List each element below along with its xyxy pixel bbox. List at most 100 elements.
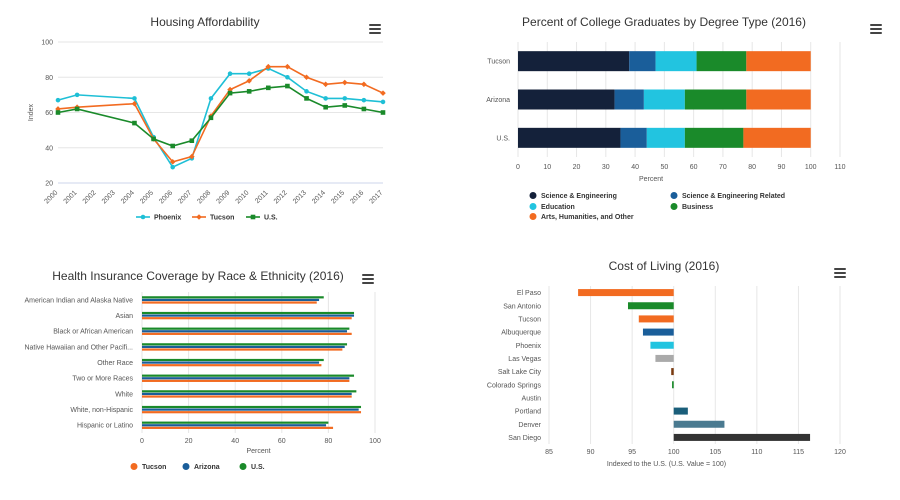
x-tick-label: 2017: [368, 189, 384, 205]
bar: [142, 424, 327, 427]
data-point: [361, 81, 367, 88]
bar: [142, 343, 348, 346]
bar: [142, 311, 355, 315]
bar: [650, 341, 674, 349]
bar: [673, 420, 725, 428]
chart-title: Health Insurance Coverage by Race & Ethn…: [52, 269, 344, 283]
data-point: [322, 81, 329, 88]
x-tick-label: 2007: [177, 189, 193, 205]
x-tick-label: 100: [668, 449, 680, 456]
y-tick-label: White, non-Hispanic: [70, 407, 133, 414]
data-point: [303, 74, 310, 81]
data-point: [380, 99, 386, 105]
series-line-tucson: [57, 65, 384, 163]
data-point: [380, 110, 386, 115]
bar: [142, 348, 343, 351]
chart-menu-icon[interactable]: [362, 274, 374, 284]
x-tick-label: 100: [369, 438, 381, 445]
y-tick-label: 100: [41, 40, 53, 47]
legend-marker: [239, 463, 247, 470]
y-tick-label: Phoenix: [516, 343, 542, 350]
y-tick-label: 80: [45, 75, 53, 82]
data-point: [265, 63, 272, 70]
bar: [673, 433, 811, 441]
y-tick-label: Native Hawaiian and Other Pacifi...: [24, 344, 133, 351]
legend-label: Education: [541, 204, 575, 211]
bar-segment: [746, 51, 811, 72]
x-tick-label: 2006: [158, 189, 174, 205]
bar: [142, 314, 355, 317]
x-tick-label: 105: [709, 449, 721, 456]
chart-menu-icon[interactable]: [369, 24, 381, 34]
legend-marker: [250, 214, 256, 220]
x-tick-label: 90: [587, 449, 595, 456]
bar: [142, 358, 324, 362]
bar-segment: [614, 89, 644, 110]
x-axis-label: Percent: [246, 448, 270, 455]
bar-segment: [684, 127, 744, 148]
college-graduates-chart: Percent of College Graduates by Degree T…: [486, 15, 845, 221]
legend-label: Phoenix: [154, 215, 181, 222]
chart-menu-icon[interactable]: [834, 268, 846, 278]
x-tick-label: 20: [573, 164, 581, 171]
legend-label: Science & Engineering Related: [682, 193, 785, 200]
housing-affordability-chart: Housing Affordability 20 40 60 80 100 Index 200…: [28, 15, 386, 222]
x-tick-label: 110: [834, 164, 845, 171]
data-point: [208, 96, 214, 101]
y-tick-label: 60: [45, 110, 53, 117]
bar: [142, 408, 359, 411]
x-tick-label: 2016: [349, 189, 365, 205]
y-tick-label: American Indian and Alaska Native: [24, 297, 133, 304]
x-tick-label: 115: [793, 449, 804, 456]
chart-menu-icon[interactable]: [870, 24, 882, 34]
bar: [142, 374, 355, 377]
x-tick-label: 2004: [120, 189, 136, 205]
bar: [642, 328, 674, 336]
x-tick-label: 70: [719, 164, 727, 171]
health-insurance-chart: Health Insurance Coverage by Race & Ethn…: [24, 269, 381, 471]
bar: [655, 354, 674, 362]
y-tick-label: 20: [45, 181, 53, 188]
y-tick-label: Tucson: [487, 59, 510, 66]
x-tick-label: 85: [545, 449, 553, 456]
data-point: [189, 138, 195, 143]
bar: [142, 390, 357, 393]
data-point: [132, 120, 137, 126]
y-tick-label: El Paso: [517, 290, 541, 297]
data-point: [304, 96, 309, 101]
x-tick-label: 100: [805, 164, 817, 171]
bar-segment: [643, 89, 685, 110]
bar: [142, 296, 324, 299]
x-tick-label: 2003: [101, 189, 117, 205]
y-tick-label: San Diego: [508, 435, 541, 442]
x-tick-label: 60: [278, 438, 286, 445]
data-point: [361, 97, 367, 103]
data-point: [131, 100, 138, 107]
data-point: [227, 90, 233, 96]
data-point: [285, 83, 290, 89]
legend-label: Business: [682, 204, 713, 211]
y-axis-label: Index: [28, 103, 35, 121]
bar: [142, 392, 352, 396]
y-tick-label: Las Vegas: [508, 356, 541, 363]
data-point: [74, 92, 80, 98]
legend-label: Arts, Humanities, and Other: [541, 214, 634, 221]
data-point: [246, 89, 252, 94]
y-tick-label: Black or African American: [53, 329, 133, 336]
bar-segment: [743, 127, 811, 148]
series-line-phoenix: [57, 67, 384, 169]
cost-of-living-panel: Cost of Living (2016) 85 90 95 100 105 110 115 1…: [450, 250, 900, 500]
data-point: [227, 71, 233, 77]
y-tick-label: Arizona: [486, 97, 510, 104]
y-tick-label: Denver: [518, 422, 541, 429]
y-tick-label: Other Race: [97, 360, 133, 367]
bar-segment: [518, 89, 615, 110]
data-point: [323, 96, 328, 101]
x-tick-label: 2005: [139, 189, 155, 205]
x-tick-label: 60: [690, 164, 698, 171]
legend-marker: [670, 192, 678, 199]
x-tick-label: 2010: [235, 189, 251, 205]
bar: [142, 421, 329, 424]
data-point: [265, 85, 271, 91]
data-point: [132, 96, 137, 101]
